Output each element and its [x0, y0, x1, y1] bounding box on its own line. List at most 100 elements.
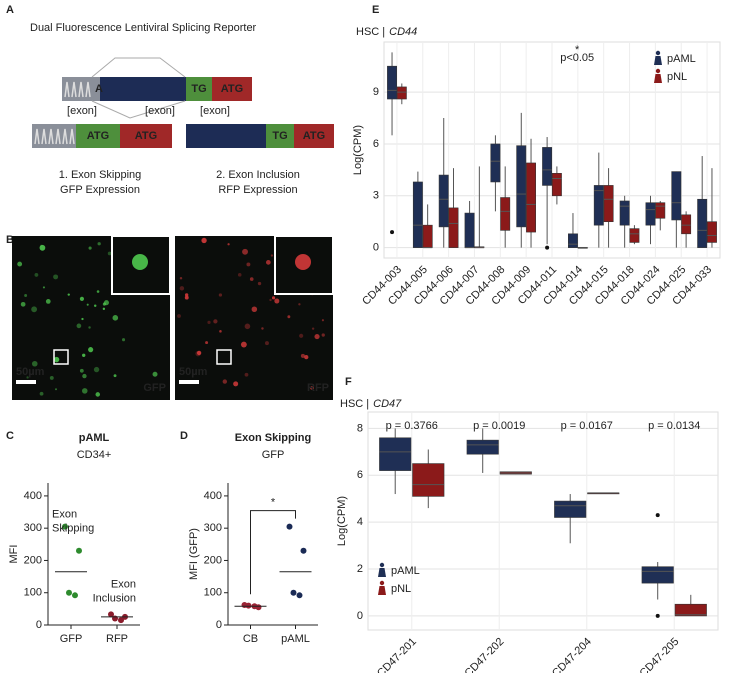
legend-icon	[378, 586, 386, 595]
cell	[261, 327, 264, 330]
y-tick-label: 400	[24, 490, 42, 502]
plot-area	[367, 411, 719, 631]
y-axis-label: Log(CPM)	[352, 125, 364, 175]
box	[551, 173, 562, 197]
y-tick-label: 200	[24, 554, 42, 566]
cell	[237, 273, 242, 277]
legend-label: pNL	[667, 71, 687, 83]
box	[448, 207, 459, 248]
panel-letter: A	[6, 4, 14, 16]
box	[396, 86, 407, 100]
channel-label: RFP	[307, 382, 329, 394]
construct-segment	[294, 124, 334, 148]
cell	[271, 296, 276, 300]
cell	[242, 248, 248, 255]
hatch	[41, 128, 47, 145]
y-axis-label: Log(CPM)	[336, 496, 348, 546]
chart-subtitle: CD34+	[77, 449, 112, 461]
construct-segment	[212, 77, 252, 101]
hatch	[48, 128, 54, 145]
cell	[152, 371, 158, 377]
cell	[298, 303, 301, 306]
diagram-title: Dual Fluorescence Lentiviral Splicing Re…	[30, 22, 257, 34]
cell	[81, 317, 84, 321]
construct-segment	[266, 124, 294, 148]
hatch	[71, 81, 77, 98]
cell	[179, 277, 183, 280]
panel-letter: C	[6, 430, 14, 442]
sig-bracket	[250, 510, 296, 595]
cell	[39, 244, 46, 251]
y-tick-label: 400	[204, 490, 222, 502]
box	[641, 566, 674, 584]
box	[438, 174, 449, 228]
cell	[113, 374, 117, 378]
chart-title-part: HSC |	[340, 398, 369, 410]
x-tick-label: CB	[243, 633, 258, 645]
box	[645, 202, 656, 226]
box	[490, 143, 501, 183]
legend-icon	[379, 580, 385, 586]
dot	[296, 592, 303, 599]
cell	[79, 368, 84, 373]
cell	[244, 323, 251, 330]
annotation: Exon	[52, 508, 77, 520]
legend-label: pNL	[391, 583, 411, 595]
cell	[34, 273, 39, 277]
outlier	[545, 245, 550, 250]
cell	[207, 320, 211, 324]
cell	[205, 341, 209, 345]
cell	[54, 388, 58, 391]
cell	[53, 274, 59, 280]
cell	[310, 386, 314, 390]
p-value: p = 0.0167	[561, 420, 613, 432]
zoom-box	[216, 349, 232, 365]
cell	[251, 306, 258, 313]
box	[542, 147, 553, 186]
cell	[265, 260, 271, 265]
dot	[72, 592, 78, 599]
caption: GFP Expression	[60, 184, 140, 196]
box	[464, 212, 475, 248]
hatch	[62, 128, 68, 145]
annotation: Skipping	[52, 522, 94, 534]
construct-text: ATG	[135, 130, 157, 142]
y-tick-label: 0	[357, 610, 363, 622]
cell	[102, 307, 106, 310]
box	[412, 463, 445, 497]
construct-text: ATG	[303, 130, 325, 142]
dot	[62, 523, 68, 530]
box	[603, 185, 614, 223]
x-tick-label: pAML	[281, 633, 310, 645]
cell	[233, 381, 239, 387]
box	[697, 198, 708, 248]
panel-letter: D	[180, 430, 188, 442]
outlier	[655, 613, 660, 618]
y-tick-label: 6	[373, 138, 379, 150]
cell	[264, 341, 269, 346]
construct-segment	[76, 124, 120, 148]
dot	[118, 617, 124, 624]
chart-title-part: HSC |	[356, 26, 385, 38]
dot	[290, 589, 297, 596]
x-tick-label: CD47-201	[375, 636, 419, 673]
box	[379, 437, 412, 471]
cell	[227, 243, 230, 246]
exon-label: [exon]	[200, 105, 230, 117]
construct-text: A	[95, 83, 103, 95]
cell	[88, 246, 92, 250]
cell	[249, 277, 254, 281]
x-tick-label: GFP	[60, 633, 83, 645]
cell	[179, 286, 185, 291]
cell	[107, 251, 112, 256]
cell	[86, 303, 89, 306]
legend-icon	[655, 68, 661, 74]
chart-title-gene: CD47	[373, 398, 402, 410]
legend-icon	[379, 562, 385, 568]
cell	[177, 314, 181, 318]
cell	[300, 353, 305, 358]
box	[500, 197, 511, 231]
cell	[311, 327, 315, 330]
cell	[97, 242, 101, 246]
